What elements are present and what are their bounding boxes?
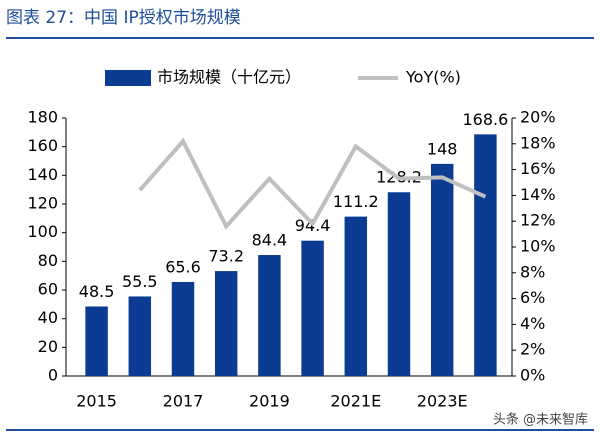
y-tick-label: 0: [48, 366, 58, 385]
y-tick-label: 180: [27, 108, 58, 127]
chart-title: 图表 27：中国 IP授权市场规模: [6, 8, 241, 28]
data-label: 84.4: [252, 231, 288, 250]
y2-tick-label: 10%: [520, 237, 556, 256]
data-label: 168.6: [462, 110, 508, 129]
y2-tick-label: 4%: [520, 314, 545, 333]
data-label: 73.2: [208, 247, 244, 266]
legend-label: YoY(%): [405, 68, 461, 87]
y-tick-label: 20: [38, 337, 58, 356]
x-tick-label: 2023E: [417, 392, 468, 411]
legend-swatch: [105, 70, 151, 86]
y-tick-label: 100: [27, 222, 58, 241]
y2-tick-label: 12%: [520, 211, 556, 230]
bar: [387, 192, 411, 376]
y2-tick-label: 6%: [520, 288, 545, 307]
watermark: 头条 @未来智库: [493, 412, 588, 428]
y2-tick-label: 0%: [520, 366, 545, 385]
y2-tick-label: 16%: [520, 159, 556, 178]
y-tick-label: 140: [27, 165, 58, 184]
y2-tick-label: 20%: [520, 108, 556, 127]
y-tick-label: 160: [27, 136, 58, 155]
bar: [430, 163, 454, 376]
line: [138, 137, 487, 230]
bar: [258, 255, 281, 376]
y2-tick-label: 18%: [520, 133, 556, 152]
x-tick-label: 2019: [249, 392, 290, 411]
data-label: 111.2: [333, 192, 379, 211]
y-tick-label: 40: [38, 308, 58, 327]
bar: [214, 271, 238, 376]
x-tick-label: 2017: [163, 392, 204, 411]
data-label: 48.5: [79, 282, 115, 301]
bar: [128, 296, 152, 376]
data-label: 55.5: [122, 272, 158, 291]
data-label: 65.6: [165, 257, 201, 276]
legend-label: 市场规模（十亿元）: [157, 68, 301, 87]
bar: [171, 281, 195, 376]
y-tick-label: 60: [38, 280, 58, 299]
bar: [344, 216, 368, 376]
y-tick-label: 80: [38, 251, 58, 270]
y2-tick-label: 2%: [520, 340, 545, 359]
bar: [85, 306, 108, 376]
data-label: 148: [427, 139, 458, 158]
x-tick-label: 2021E: [330, 392, 381, 411]
bar: [474, 134, 497, 376]
bar: [301, 240, 324, 376]
y2-tick-label: 8%: [520, 262, 545, 281]
y-tick-label: 120: [27, 194, 58, 213]
x-tick-label: 2015: [76, 392, 117, 411]
y2-tick-label: 14%: [520, 185, 556, 204]
